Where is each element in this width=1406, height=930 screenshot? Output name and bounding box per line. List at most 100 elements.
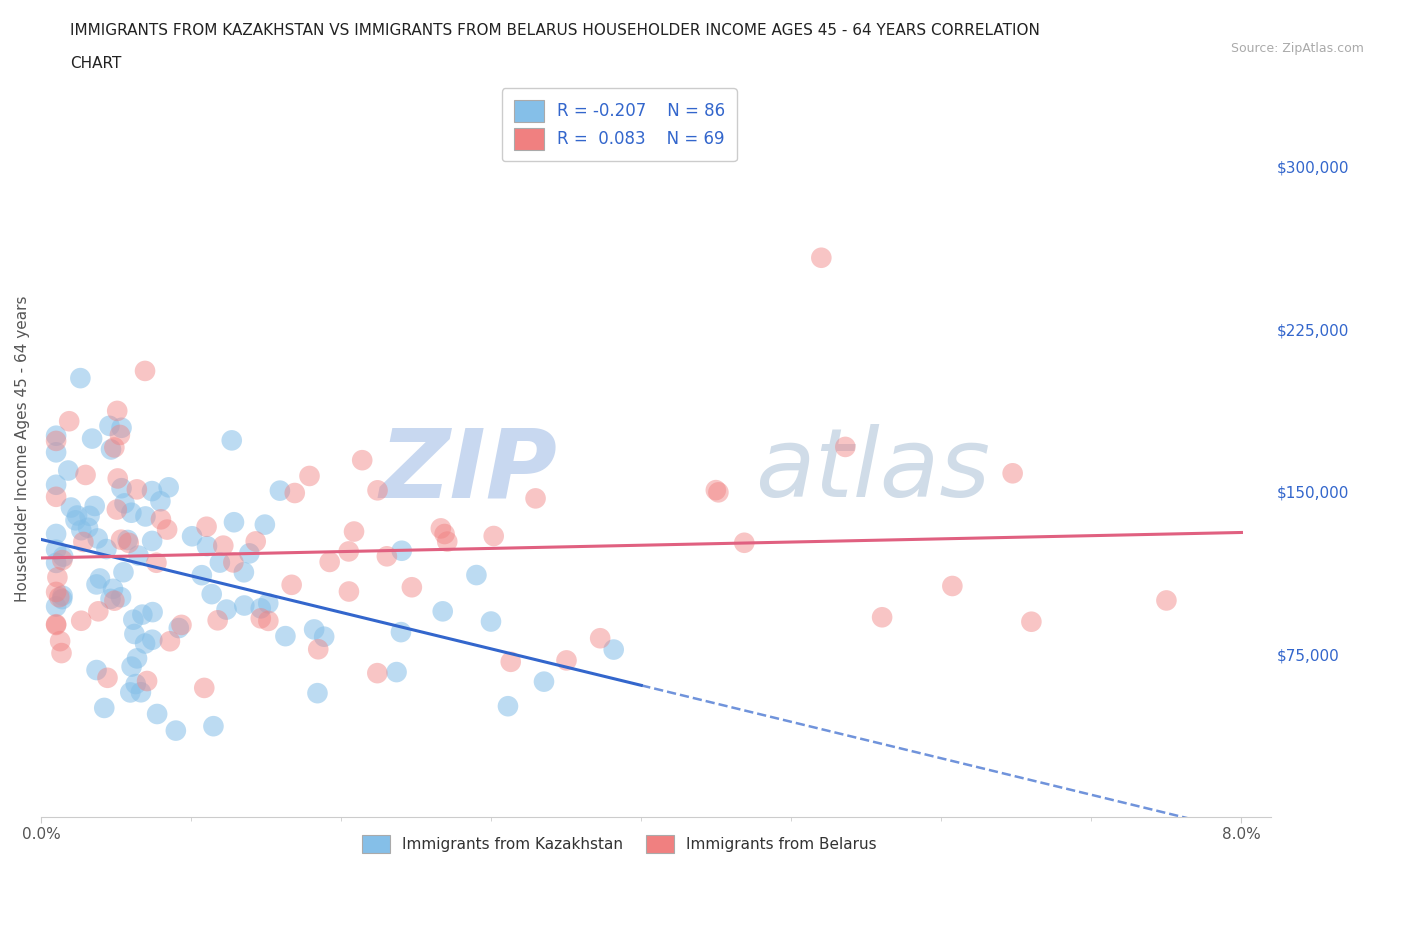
Point (257, 614, 280, 629)
Point (302, 622, 325, 637)
Point (125, 677, 148, 692)
Point (45, 445, 67, 459)
Point (465, 567, 488, 582)
Point (479, 614, 502, 629)
Point (134, 364, 156, 379)
Point (110, 481, 132, 496)
Point (191, 567, 214, 582)
Point (82, 432, 104, 446)
Point (307, 685, 329, 700)
Point (131, 607, 153, 622)
Point (86, 531, 108, 546)
Point (98, 418, 121, 433)
Point (100, 442, 122, 457)
Point (86, 662, 108, 677)
Point (436, 534, 458, 549)
Point (870, 610, 893, 625)
Point (810, 250, 832, 265)
Point (107, 471, 129, 485)
Point (96, 541, 118, 556)
Point (385, 665, 408, 680)
Point (195, 538, 218, 553)
Point (1156, 593, 1178, 608)
Point (86, 577, 108, 591)
Point (114, 496, 136, 511)
Point (195, 519, 218, 534)
Point (59, 500, 82, 515)
Point (245, 534, 267, 549)
Point (170, 618, 193, 632)
Point (87, 604, 110, 618)
Point (555, 653, 578, 668)
Point (207, 613, 229, 628)
Point (45, 599, 67, 614)
Point (280, 578, 302, 592)
Point (118, 536, 141, 551)
Point (77, 520, 100, 535)
Point (232, 565, 254, 579)
Point (125, 482, 148, 497)
Point (58, 463, 80, 478)
Point (156, 522, 179, 537)
Point (146, 707, 169, 722)
Point (366, 666, 388, 681)
Point (318, 554, 340, 569)
Point (110, 532, 132, 547)
Point (45, 617, 67, 631)
Point (201, 587, 224, 602)
Point (193, 681, 215, 696)
Point (533, 674, 555, 689)
Point (45, 489, 67, 504)
Legend: Immigrants from Kazakhstan, Immigrants from Belarus: Immigrants from Kazakhstan, Immigrants f… (354, 828, 884, 860)
Point (69, 371, 91, 386)
Point (72, 535, 94, 550)
Point (120, 505, 142, 520)
Point (45, 542, 67, 557)
Text: IMMIGRANTS FROM KAZAKHSTAN VS IMMIGRANTS FROM BELARUS HOUSEHOLDER INCOME AGES 45: IMMIGRANTS FROM KAZAKHSTAN VS IMMIGRANTS… (70, 23, 1040, 38)
Point (93, 700, 115, 715)
Point (202, 719, 225, 734)
Point (124, 627, 146, 642)
Point (45, 555, 67, 570)
Point (65, 512, 87, 527)
Point (391, 543, 413, 558)
Point (105, 502, 128, 517)
Point (58, 414, 80, 429)
Point (127, 548, 149, 563)
Point (375, 549, 398, 564)
Point (1001, 466, 1024, 481)
Point (103, 593, 125, 608)
Point (430, 521, 453, 536)
Point (117, 533, 139, 548)
Point (110, 590, 132, 604)
Point (337, 544, 360, 559)
Point (134, 509, 156, 524)
Point (142, 604, 165, 619)
Point (149, 512, 172, 526)
Point (110, 420, 132, 435)
Point (253, 517, 276, 532)
Point (499, 655, 522, 670)
Point (141, 632, 163, 647)
Point (352, 453, 374, 468)
Point (83, 498, 105, 513)
Point (181, 529, 204, 544)
Point (134, 636, 156, 651)
Point (257, 596, 280, 611)
Point (1021, 615, 1043, 630)
Point (212, 538, 235, 553)
Point (482, 528, 505, 543)
Point (157, 480, 180, 495)
Point (165, 724, 187, 738)
Point (45, 584, 67, 599)
Text: Source: ZipAtlas.com: Source: ZipAtlas.com (1230, 42, 1364, 55)
Point (121, 659, 143, 674)
Point (70, 523, 93, 538)
Point (367, 483, 389, 498)
Point (103, 440, 125, 455)
Point (45, 526, 67, 541)
Point (45, 477, 67, 492)
Text: ZIP: ZIP (380, 424, 558, 517)
Point (49, 633, 72, 648)
Point (208, 555, 231, 570)
